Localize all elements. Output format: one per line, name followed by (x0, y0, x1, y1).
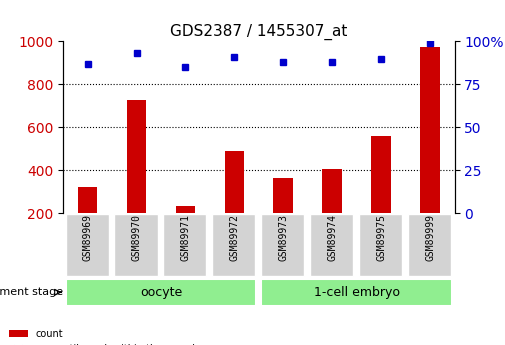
Text: GSM89974: GSM89974 (327, 215, 337, 262)
FancyBboxPatch shape (408, 215, 451, 276)
FancyBboxPatch shape (261, 279, 452, 306)
FancyBboxPatch shape (66, 215, 109, 276)
FancyBboxPatch shape (66, 279, 257, 306)
FancyBboxPatch shape (310, 215, 353, 276)
Bar (127, 100, 146, 213)
FancyBboxPatch shape (164, 215, 207, 276)
Bar (322, 169, 342, 213)
Legend: count, percentile rank within the sample: count, percentile rank within the sample (5, 325, 205, 345)
Text: GSM89970: GSM89970 (131, 215, 141, 262)
Text: GSM89973: GSM89973 (278, 215, 288, 262)
Bar (420, 47, 440, 213)
Bar (176, 206, 195, 213)
Bar (78, 187, 97, 213)
FancyBboxPatch shape (212, 215, 256, 276)
Text: GSM89969: GSM89969 (83, 215, 92, 262)
FancyBboxPatch shape (359, 215, 402, 276)
Text: GSM89972: GSM89972 (229, 215, 239, 262)
Text: GSM89975: GSM89975 (376, 215, 386, 262)
FancyBboxPatch shape (261, 215, 305, 276)
Text: development stage: development stage (0, 287, 63, 297)
Text: oocyte: oocyte (140, 286, 182, 299)
Text: 1-cell embryo: 1-cell embryo (314, 286, 399, 299)
Bar (274, 178, 293, 213)
Bar (225, 151, 244, 213)
Bar (371, 136, 391, 213)
Text: GSM89971: GSM89971 (180, 215, 190, 262)
Text: GSM89999: GSM89999 (425, 215, 435, 262)
Title: GDS2387 / 1455307_at: GDS2387 / 1455307_at (170, 24, 347, 40)
FancyBboxPatch shape (115, 215, 158, 276)
